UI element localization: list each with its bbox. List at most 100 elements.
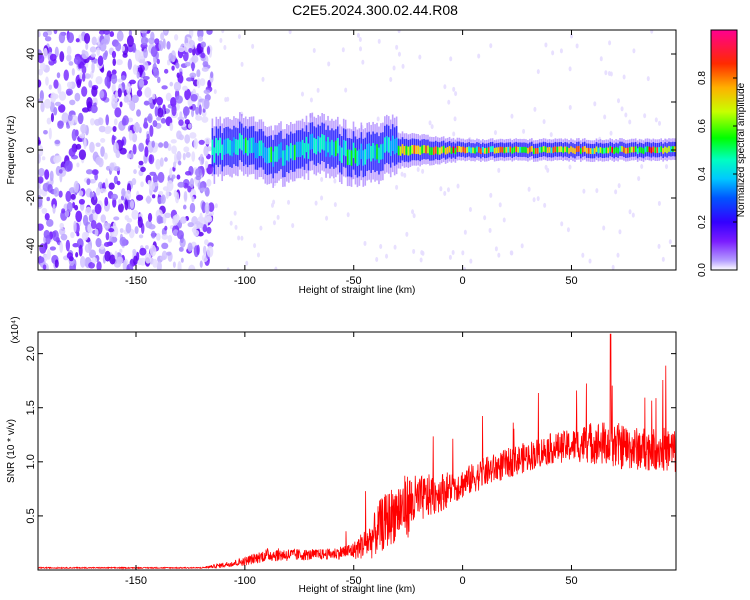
heat-cell [170, 96, 177, 107]
heat-cell [235, 139, 237, 155]
heat-cell [114, 250, 118, 260]
heat-cell [177, 116, 185, 121]
heat-cell [242, 139, 245, 155]
heat-cell [82, 214, 89, 227]
heat-cell [248, 138, 251, 154]
heat-cell [58, 190, 63, 198]
heat-cell [127, 44, 134, 53]
heat-cell [661, 256, 665, 262]
heat-cell [148, 97, 153, 104]
heat-cell [187, 123, 192, 129]
heat-cell [129, 100, 135, 111]
heat-cell [274, 266, 278, 270]
heat-cell [451, 249, 455, 255]
heat-cell [121, 139, 125, 146]
heat-cell [167, 234, 173, 243]
heat-cell [650, 147, 653, 154]
heat-cell [435, 146, 437, 154]
heat-cell [327, 137, 329, 153]
heat-cell [415, 145, 418, 155]
heat-cell [146, 195, 152, 204]
heat-cell [70, 231, 75, 239]
heat-cell [166, 59, 171, 66]
heat-cell [240, 61, 244, 67]
heat-cell [109, 31, 115, 38]
heat-cell [361, 59, 365, 65]
heat-cell [463, 267, 467, 270]
x-tick-label: -50 [346, 575, 362, 587]
heat-cell [104, 50, 108, 58]
heat-cell [568, 104, 572, 110]
heat-cell [604, 70, 608, 76]
heat-cell [65, 190, 72, 202]
heat-cell [198, 104, 202, 116]
heat-cell [81, 107, 90, 113]
heat-cell [517, 146, 519, 153]
heat-cell [568, 66, 572, 72]
heat-cell [319, 137, 321, 153]
heat-cell [131, 178, 137, 186]
heat-cell [282, 150, 284, 166]
heat-cell [346, 149, 349, 165]
heat-cell [237, 139, 239, 156]
heat-cell [644, 146, 647, 153]
heat-cell [42, 31, 49, 38]
heat-cell [421, 145, 423, 154]
heat-cell [270, 202, 274, 208]
heat-cell [529, 146, 531, 153]
heat-cell [38, 79, 42, 88]
heat-cell [509, 250, 513, 256]
heat-cell [91, 86, 98, 97]
heat-cell [88, 262, 95, 269]
heat-cell [624, 112, 628, 118]
heat-cell [206, 178, 212, 187]
heat-cell [498, 202, 502, 208]
heat-cell [48, 127, 52, 140]
heat-cell [127, 58, 133, 70]
heat-cell [411, 209, 415, 215]
heat-cell [300, 91, 304, 97]
heat-cell [68, 61, 74, 66]
heat-cell [156, 116, 162, 121]
heat-cell [259, 225, 263, 231]
heat-cell [261, 76, 265, 82]
heat-cell [252, 137, 255, 153]
heat-cell [399, 146, 402, 156]
heat-cell [117, 203, 124, 213]
heat-cell [423, 145, 425, 154]
y-tick-label: 40 [25, 48, 37, 60]
heat-cell [179, 216, 187, 224]
heat-cell [116, 30, 124, 42]
heat-cell [443, 84, 447, 90]
heat-cell [456, 146, 459, 153]
heat-cell [538, 146, 541, 153]
heat-cell [523, 146, 525, 153]
heat-cell [389, 77, 393, 83]
heat-cell [156, 261, 162, 270]
heat-cell [190, 62, 196, 70]
heat-cell [112, 197, 117, 208]
heat-cell [154, 106, 159, 117]
heat-cell [559, 48, 563, 54]
heat-cell [507, 146, 510, 153]
colorbar-tick-label: 0.0 [697, 263, 708, 277]
heat-cell [204, 202, 210, 215]
heat-cell [379, 243, 383, 249]
heat-cell [240, 235, 244, 241]
heat-cell [119, 236, 127, 247]
heat-cell [527, 186, 531, 192]
heat-cell [325, 215, 329, 221]
heat-cell [637, 176, 641, 182]
heat-cell [122, 52, 128, 58]
heat-cell [174, 213, 180, 224]
heat-cell [189, 178, 195, 189]
heat-cell [560, 221, 564, 227]
heat-cell [549, 132, 553, 138]
heat-cell [456, 183, 460, 189]
heat-cell [656, 147, 659, 154]
heat-cell [43, 98, 52, 109]
heat-cell [40, 101, 45, 113]
heat-cell [50, 92, 57, 103]
heat-cell [193, 137, 198, 150]
heat-cell [59, 227, 66, 236]
